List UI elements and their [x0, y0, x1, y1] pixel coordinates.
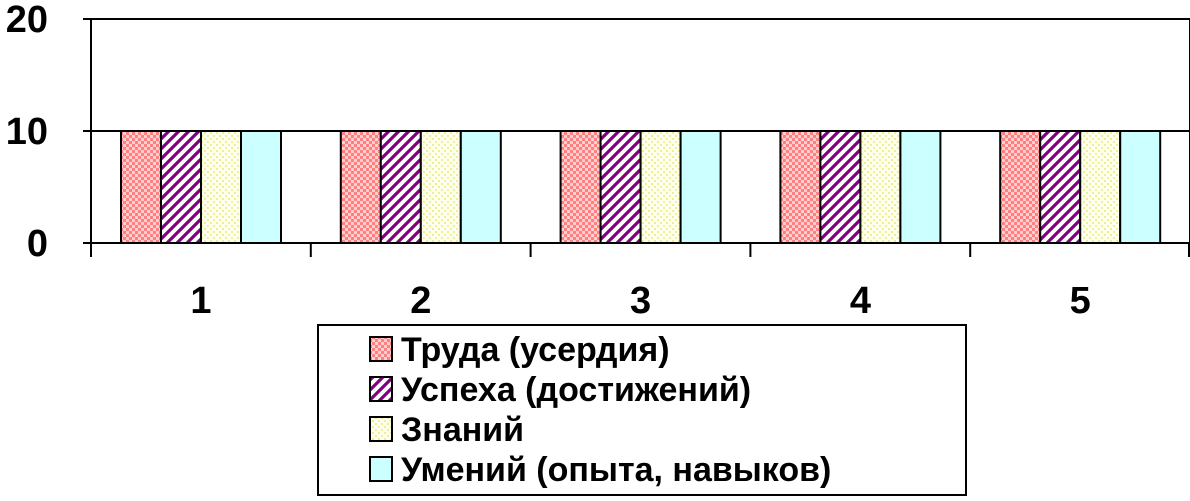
x-tick-labels: 1 2 3 4 5 — [90, 243, 1190, 322]
bar-4-cat-5 — [1119, 130, 1162, 244]
bar-2-cat-2 — [379, 130, 422, 244]
bar-4-cat-4 — [899, 130, 942, 244]
legend-box — [317, 324, 967, 496]
legend-swatch-1 — [369, 336, 393, 362]
legend-swatch-2 — [369, 376, 393, 402]
legend-swatch-3 — [369, 416, 393, 442]
bar-1-cat-1 — [120, 130, 162, 244]
legend-label-3: Знаний — [401, 411, 524, 449]
bar-2-cat-1 — [160, 130, 202, 244]
bar-1-cat-4 — [779, 130, 822, 244]
bar-2-cat-3 — [599, 130, 642, 244]
bar-3-cat-4 — [859, 130, 902, 244]
bar-1-cat-3 — [559, 130, 602, 244]
bar-4-cat-3 — [679, 130, 722, 244]
x-tick-label: 2 — [410, 280, 431, 322]
bar-1-cat-2 — [339, 130, 382, 244]
bars — [120, 130, 1162, 244]
bar-4-cat-2 — [459, 130, 502, 244]
y-tick-label: 0 — [27, 223, 48, 265]
bar-1-cat-5 — [999, 130, 1042, 244]
y-tick-label: 20 — [6, 0, 48, 41]
y-tick-labels: 0 10 20 — [6, 0, 91, 265]
x-tick-label: 4 — [850, 280, 871, 322]
bar-3-cat-2 — [419, 130, 462, 244]
bar-2-cat-4 — [819, 130, 862, 244]
legend-label-4: Умений (опыта, навыков) — [401, 451, 831, 489]
legend-label-1: Труда (усердия) — [401, 331, 670, 369]
bar-3-cat-5 — [1079, 130, 1122, 244]
legend-label-2: Успеха (достижений) — [401, 371, 751, 409]
legend-swatch-4 — [369, 456, 393, 482]
bar-2-cat-5 — [1039, 130, 1082, 244]
x-tick-label: 3 — [630, 280, 651, 322]
y-tick-label: 10 — [6, 111, 48, 153]
x-tick-label: 5 — [1070, 280, 1091, 322]
bar-3-cat-1 — [200, 130, 242, 244]
bar-3-cat-3 — [639, 130, 682, 244]
x-tick-label: 1 — [190, 280, 211, 322]
bar-4-cat-1 — [240, 130, 282, 244]
legend: Труда (усердия)Успеха (достижений)Знаний… — [317, 324, 967, 496]
